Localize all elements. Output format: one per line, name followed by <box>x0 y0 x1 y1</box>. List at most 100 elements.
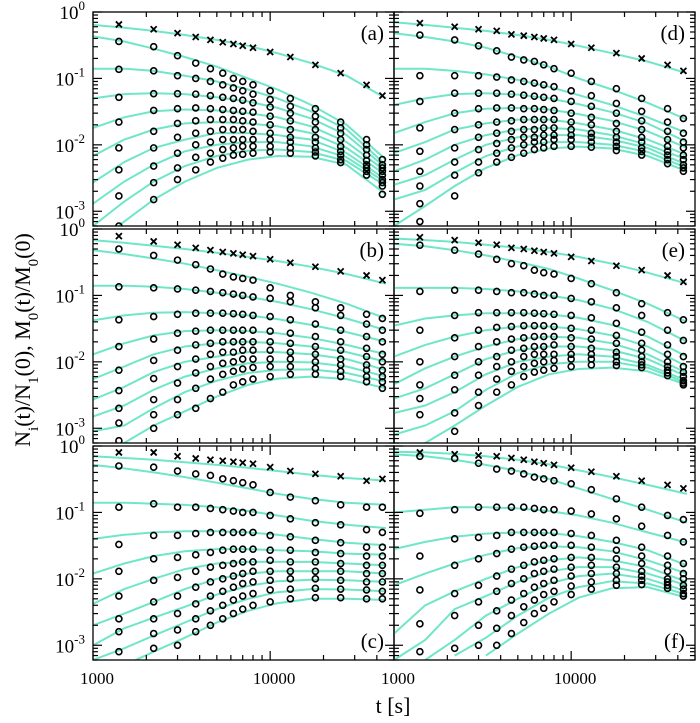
data-point-circle <box>567 350 575 359</box>
model-curve-1 <box>93 463 386 506</box>
data-point-circle <box>416 381 424 389</box>
panel-label: (a) <box>361 21 384 45</box>
data-point-circle <box>663 369 672 377</box>
data-point-circle <box>191 341 200 349</box>
panel-frame <box>393 11 696 227</box>
model-curve-2 <box>394 506 688 544</box>
data-point-circle <box>249 346 257 354</box>
data-point-circle <box>266 556 274 565</box>
data-point-cross <box>192 244 200 252</box>
data-point-circle <box>378 384 387 393</box>
data-point-circle <box>218 105 227 114</box>
data-point-circle <box>149 42 158 51</box>
data-point-circle <box>311 558 320 566</box>
data-point-circle <box>266 372 274 381</box>
model-curve-4 <box>394 106 688 149</box>
data-point-circle <box>206 104 215 113</box>
data-point-circle <box>507 322 516 331</box>
data-point-circle <box>149 424 158 433</box>
data-point-circle <box>663 567 672 576</box>
data-point-circle <box>173 410 182 419</box>
data-point-circle <box>637 363 646 372</box>
data-point-circle <box>492 465 501 473</box>
data-point-circle <box>507 90 516 98</box>
data-point-circle <box>238 77 247 86</box>
data-point-circle <box>530 92 539 100</box>
data-point-circle <box>115 282 123 291</box>
data-point-circle <box>149 499 158 508</box>
data-point-circle <box>663 511 672 520</box>
data-point-circle <box>249 355 257 363</box>
data-point-circle <box>450 561 459 570</box>
data-point-circle <box>229 326 238 334</box>
data-point-circle <box>191 309 200 317</box>
data-point-circle <box>218 309 227 317</box>
data-point-circle <box>539 124 548 132</box>
data-point-circle <box>286 362 295 371</box>
data-point-circle <box>519 618 528 627</box>
data-point-circle <box>362 595 371 603</box>
data-point-circle <box>530 57 539 66</box>
data-point-circle <box>191 286 200 294</box>
data-point-circle <box>362 141 371 149</box>
data-point-circle <box>206 287 215 296</box>
data-point-circle <box>286 493 295 501</box>
data-point-circle <box>519 288 528 297</box>
data-point-cross <box>266 463 274 471</box>
data-point-circle <box>206 77 215 86</box>
data-point-circle <box>492 641 501 650</box>
model-curve-3 <box>394 312 688 358</box>
data-point-circle <box>530 368 539 376</box>
data-point-circle <box>567 142 575 151</box>
data-point-circle <box>637 552 646 560</box>
data-point-circle <box>450 89 459 97</box>
plot-area <box>394 19 688 226</box>
data-point-circle <box>550 64 558 73</box>
data-point-circle <box>567 334 575 342</box>
model-curve-2 <box>394 286 688 343</box>
data-point-circle <box>311 496 320 505</box>
data-point-circle <box>539 105 548 114</box>
data-point-circle <box>519 56 528 64</box>
data-point-circle <box>474 250 483 258</box>
data-point-cross <box>150 237 158 246</box>
data-point-circle <box>637 543 646 551</box>
data-point-circle <box>173 626 182 634</box>
data-point-circle <box>173 119 182 128</box>
model-curve-5 <box>394 335 688 386</box>
data-point-circle <box>149 251 158 260</box>
data-point-circle <box>492 158 501 166</box>
data-point-circle <box>229 609 238 618</box>
data-point-circle <box>249 578 257 586</box>
data-point-cross <box>416 19 424 27</box>
model-curve-0 <box>394 237 688 285</box>
data-point-circle <box>450 246 459 254</box>
data-point-circle <box>637 339 646 348</box>
data-point-circle <box>550 476 558 485</box>
data-point-circle <box>679 515 688 524</box>
data-point-circle <box>567 529 575 538</box>
data-point-circle <box>218 338 227 346</box>
data-point-cross <box>507 244 516 252</box>
data-point-circle <box>336 151 345 159</box>
data-point-circle <box>238 125 247 134</box>
data-point-circle <box>173 329 182 337</box>
model-curve-9 <box>116 154 387 226</box>
data-point-circle <box>519 602 528 611</box>
data-point-circle <box>266 531 274 540</box>
data-point-circle <box>550 142 558 151</box>
data-point-circle <box>474 145 483 154</box>
data-point-circle <box>507 346 516 354</box>
data-point-circle <box>507 611 516 620</box>
data-point-circle <box>173 104 182 113</box>
data-point-circle <box>612 119 621 128</box>
data-point-circle <box>191 600 200 608</box>
data-point-circle <box>378 171 387 179</box>
data-point-circle <box>474 286 483 294</box>
y-tick-label: 100 <box>60 0 86 24</box>
data-point-circle <box>378 350 387 359</box>
data-point-circle <box>191 583 200 591</box>
data-point-cross <box>249 44 257 52</box>
data-point-circle <box>474 641 483 650</box>
panel-label: (b) <box>360 238 385 262</box>
